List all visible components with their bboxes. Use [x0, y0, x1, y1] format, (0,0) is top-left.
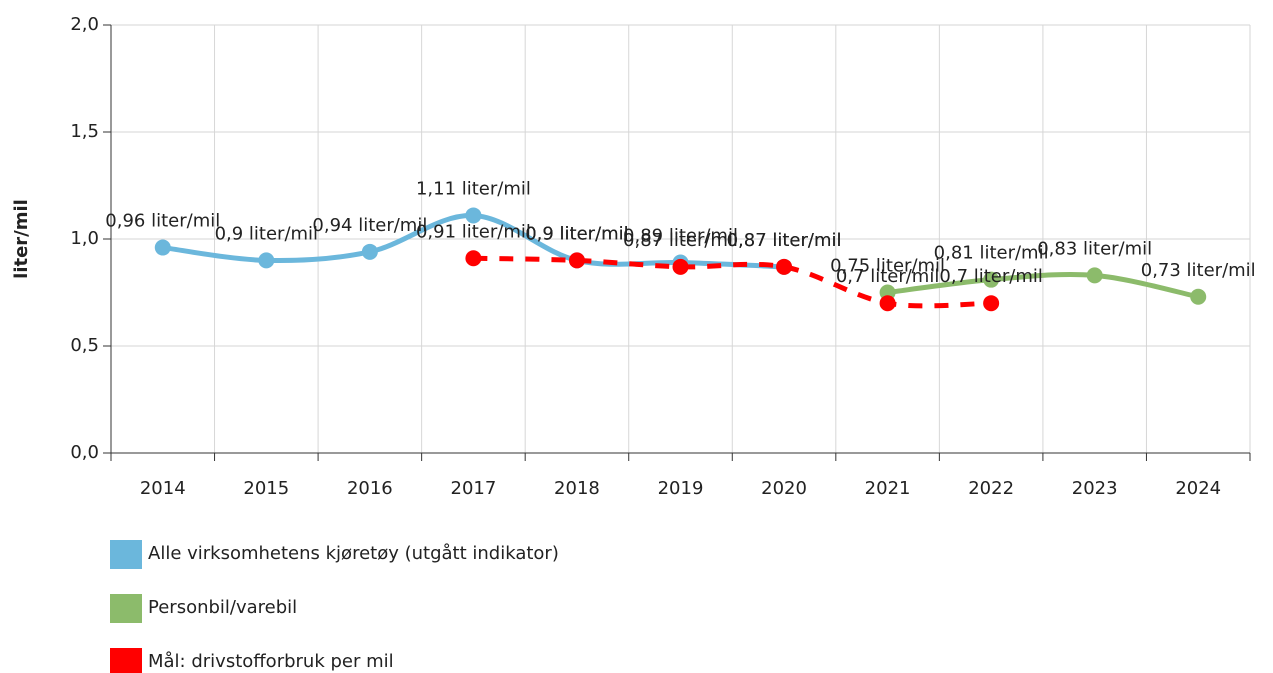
x-tick-label: 2020 — [761, 478, 807, 499]
point — [361, 243, 378, 260]
point — [568, 252, 585, 269]
point — [465, 207, 482, 224]
x-tick-label: 2021 — [865, 478, 911, 499]
series-line — [473, 255, 992, 309]
x-tick-label: 2014 — [140, 478, 186, 499]
data-label: 0,73 liter/mil — [1141, 260, 1256, 281]
x-tick-label: 2015 — [243, 478, 289, 499]
point — [258, 252, 275, 269]
point — [879, 295, 896, 312]
x-tick-label: 2017 — [451, 478, 497, 499]
point — [1190, 288, 1207, 305]
point — [672, 258, 689, 275]
y-tick-label: 0,5 — [70, 335, 99, 356]
y-axis-title: liter/mil — [11, 199, 32, 279]
data-label: 0,91 liter/mil — [416, 221, 531, 242]
data-label: 0,89 liter/mil — [623, 226, 738, 247]
point — [776, 258, 793, 275]
legend-label: Alle virksomhetens kjøretøy (utgått indi… — [148, 543, 559, 564]
legend-swatch — [110, 648, 142, 673]
x-tick-label: 2019 — [658, 478, 704, 499]
x-tick-label: 2022 — [968, 478, 1014, 499]
x-tick-label: 2018 — [554, 478, 600, 499]
data-label: 0,87 liter/mil — [727, 230, 842, 251]
data-label: 0,81 liter/mil — [934, 243, 1049, 264]
legend-label: Mål: drivstofforbruk per mil — [148, 651, 394, 672]
data-label: 1,11 liter/mil — [416, 178, 531, 199]
point — [154, 239, 171, 256]
point — [1086, 267, 1103, 284]
data-label: 0,9 liter/mil — [525, 223, 628, 244]
y-tick-label: 0,0 — [70, 442, 99, 463]
y-tick-label: 2,0 — [70, 14, 99, 35]
point — [465, 250, 482, 267]
legend-swatch — [110, 594, 142, 623]
data-label: 0,87 liter/mil — [727, 230, 842, 251]
data-label: 0,7 liter/mil — [939, 266, 1042, 287]
legend-swatch — [110, 540, 142, 569]
point — [983, 271, 1000, 288]
data-label: 0,9 liter/mil — [215, 223, 318, 244]
data-label: 0,96 liter/mil — [105, 211, 220, 232]
series-line — [885, 271, 1201, 300]
data-label: 0,75 liter/mil — [830, 256, 945, 277]
data-label: 0,94 liter/mil — [312, 215, 427, 236]
data-label: 0,9 liter/mil — [525, 223, 628, 244]
x-tick-label: 2023 — [1072, 478, 1118, 499]
data-label: 0,87 liter/mil — [623, 230, 738, 251]
x-tick-label: 2016 — [347, 478, 393, 499]
data-label: 0,83 liter/mil — [1037, 238, 1152, 259]
x-tick-label: 2024 — [1175, 478, 1221, 499]
data-label: 0,7 liter/mil — [836, 266, 939, 287]
legend-label: Personbil/varebil — [148, 597, 297, 618]
y-tick-label: 1,5 — [70, 121, 99, 142]
y-tick-label: 1,0 — [70, 228, 99, 249]
point — [983, 295, 1000, 312]
